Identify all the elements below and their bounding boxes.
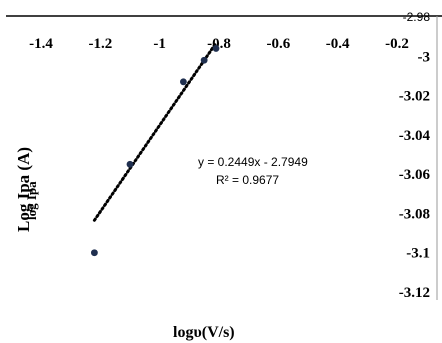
x-tick-label: -0.4 xyxy=(326,36,350,52)
data-point xyxy=(200,56,208,64)
y-tick-label: -3.04 xyxy=(399,128,431,144)
data-points xyxy=(91,45,220,257)
axes xyxy=(6,15,442,300)
y-tick-label: -3 xyxy=(418,49,431,65)
x-axis-title: logυ(V/s) xyxy=(173,324,235,341)
trendline-group xyxy=(92,41,218,222)
data-point xyxy=(180,78,187,86)
x-tick-label: -0.2 xyxy=(385,36,409,52)
y-axis-title: Log Ipa (A) xyxy=(14,147,33,232)
r-squared-label: R² = 0.9677 xyxy=(216,173,279,187)
data-point xyxy=(91,249,98,257)
data-point xyxy=(212,45,220,52)
trendline xyxy=(92,41,218,222)
y-tick-label: -3.02 xyxy=(399,89,430,105)
y-tick-label: -3.12 xyxy=(399,285,430,301)
y-tick-label: -3.08 xyxy=(399,206,430,222)
data-point xyxy=(126,160,134,168)
y-axis-title-overlap: log Ipa xyxy=(24,181,39,220)
trendline-equation: y = 0.2449x - 2.7949 xyxy=(198,155,308,169)
y-tick-label: -2.98 xyxy=(403,10,431,24)
x-tick-label: -1 xyxy=(153,36,166,52)
x-tick-label: -0.6 xyxy=(266,36,290,52)
y-tick-label: -3.06 xyxy=(399,167,431,183)
x-tick-labels: -1.4 -1.2 -1 -0.8 -0.6 -0.4 -0.2 xyxy=(29,36,409,52)
x-tick-label: -1.4 xyxy=(29,36,53,52)
x-tick-label: -1.2 xyxy=(88,36,112,52)
y-tick-labels: -2.98 -3 -3.02 -3.04 -3.06 -3.08 -3.1 -3.12 xyxy=(399,10,431,301)
y-tick-label: -3.1 xyxy=(406,246,430,262)
